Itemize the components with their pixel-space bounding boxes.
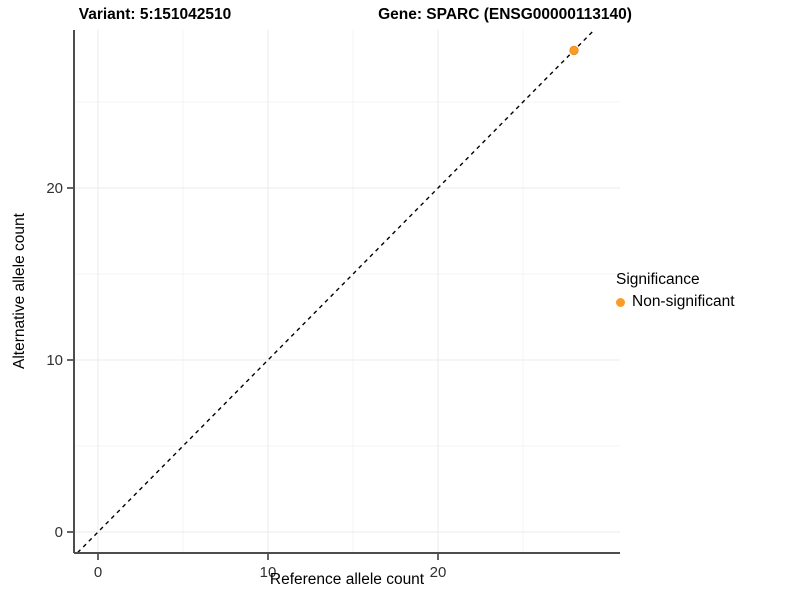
y-axis-label: Alternative allele count — [11, 213, 28, 369]
legend: Significance Non-significant — [616, 271, 735, 311]
legend-entries: Non-significant — [616, 293, 735, 311]
legend-entry: Non-significant — [616, 293, 735, 311]
plot-title-variant: Variant: 5:151042510 — [78, 6, 232, 23]
legend-dot-icon — [616, 297, 625, 307]
legend-title: Significance — [616, 271, 700, 288]
identity-line — [77, 29, 595, 554]
data-point — [569, 45, 579, 56]
y-tick-label: 0 — [55, 524, 63, 541]
y-tick-label: 10 — [46, 352, 63, 369]
x-tick-label: 10 — [260, 564, 277, 581]
x-tick-label: 0 — [94, 564, 102, 581]
x-tick-label: 20 — [430, 564, 447, 581]
legend-entry-label: Non-significant — [632, 293, 735, 310]
y-tick-label: 20 — [46, 180, 63, 197]
x-axis-label: Reference allele count — [269, 571, 425, 588]
plot-title-gene: Gene: SPARC (ENSG00000113140) — [378, 6, 632, 23]
